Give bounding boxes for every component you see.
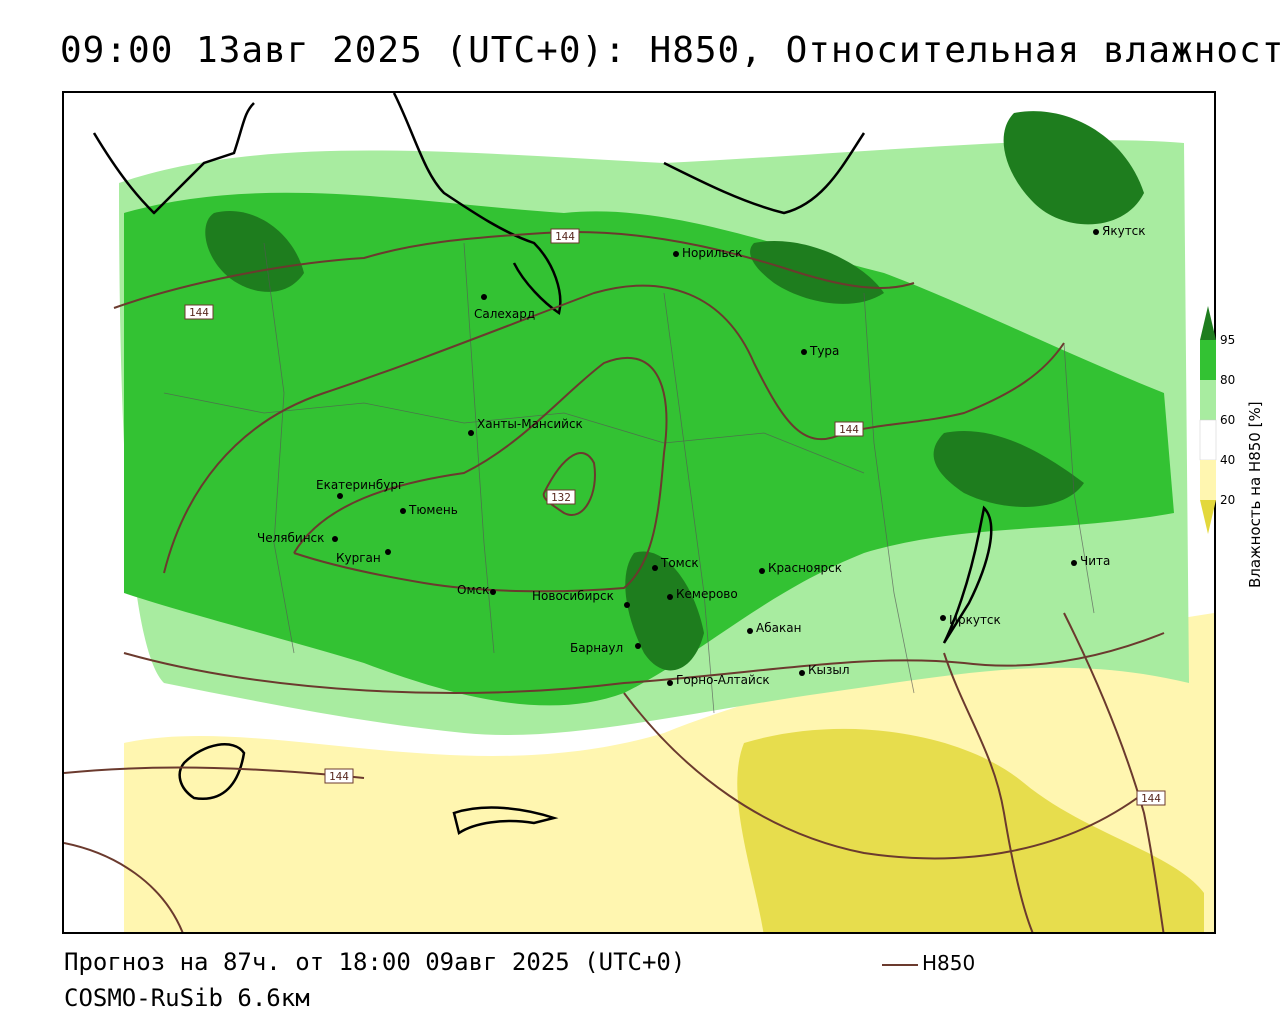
h850-legend: H850 <box>882 951 975 975</box>
city-label: Красноярск <box>768 561 842 575</box>
colorbar-tick: 60 <box>1220 413 1235 427</box>
map-panel: 144 144 144 144 132 144 Якутск Норильск … <box>62 91 1216 934</box>
contour-label: 144 <box>1141 792 1161 805</box>
contour-label: 144 <box>189 306 209 319</box>
contour-label: 132 <box>551 491 571 504</box>
forecast-info: Прогноз на 87ч. от 18:00 09авг 2025 (UTC… <box>64 948 686 976</box>
colorbar-tick: 95 <box>1220 333 1235 347</box>
contour-label: 144 <box>329 770 349 783</box>
humidity-map: 144 144 144 144 132 144 Якутск Норильск … <box>64 93 1214 932</box>
contour-label: 144 <box>555 230 575 243</box>
city-label: Барнаул <box>570 641 623 655</box>
city-label: Абакан <box>756 621 801 635</box>
very-dry-zone <box>737 728 1204 932</box>
contour-label: 144 <box>839 423 859 436</box>
humidity-colorbar: 95 80 60 40 20 <box>1199 306 1235 534</box>
city-label: Горно-Алтайск <box>676 673 770 687</box>
city-label: Якутск <box>1102 224 1146 238</box>
city-label: Кызыл <box>808 663 850 677</box>
model-name: COSMO-RuSib 6.6км <box>64 984 310 1012</box>
city-label: Тура <box>809 344 839 358</box>
city-label: Екатеринбург <box>316 478 404 492</box>
very-wet-blob-2 <box>1003 111 1144 225</box>
colorbar-tick: 20 <box>1220 493 1235 507</box>
city-label: Курган <box>336 551 381 565</box>
wet-zone <box>124 192 1174 706</box>
city-markers: Якутск Норильск Салехард Тура Ханты-Манс… <box>257 224 1146 687</box>
city-label: Иркутск <box>949 613 1001 627</box>
h850-line-swatch <box>882 963 918 966</box>
very-wet-blob-5 <box>750 241 884 304</box>
colorbar-title: Влажность на H850 [%] <box>1246 401 1264 588</box>
city-label: Ханты-Мансийск <box>477 417 583 431</box>
city-label: Новосибирск <box>532 589 614 603</box>
contour-labels: 144 144 144 144 132 144 <box>184 228 1166 806</box>
city-label: Салехард <box>474 307 535 321</box>
very-wet-blob-4 <box>205 211 304 292</box>
city-label: Норильск <box>682 246 742 260</box>
colorbar-tick: 40 <box>1220 453 1235 467</box>
very-wet-blob-1 <box>933 431 1084 507</box>
city-label: Омск <box>457 583 489 597</box>
city-label: Тюмень <box>408 503 458 517</box>
city-label: Кемерово <box>676 587 738 601</box>
region-borders <box>163 242 1095 714</box>
very-wet-blob-3 <box>625 551 704 671</box>
coastline <box>92 93 993 836</box>
city-label: Чита <box>1080 554 1110 568</box>
city-label: Томск <box>660 556 699 570</box>
colorbar-tick: 80 <box>1220 373 1235 387</box>
colorbar-title-box: Влажность на H850 [%] <box>1246 300 1272 590</box>
h850-legend-label: H850 <box>922 951 976 975</box>
map-title: 09:00 13авг 2025 (UTC+0): H850, Относите… <box>60 30 1280 71</box>
city-label: Челябинск <box>257 531 324 545</box>
